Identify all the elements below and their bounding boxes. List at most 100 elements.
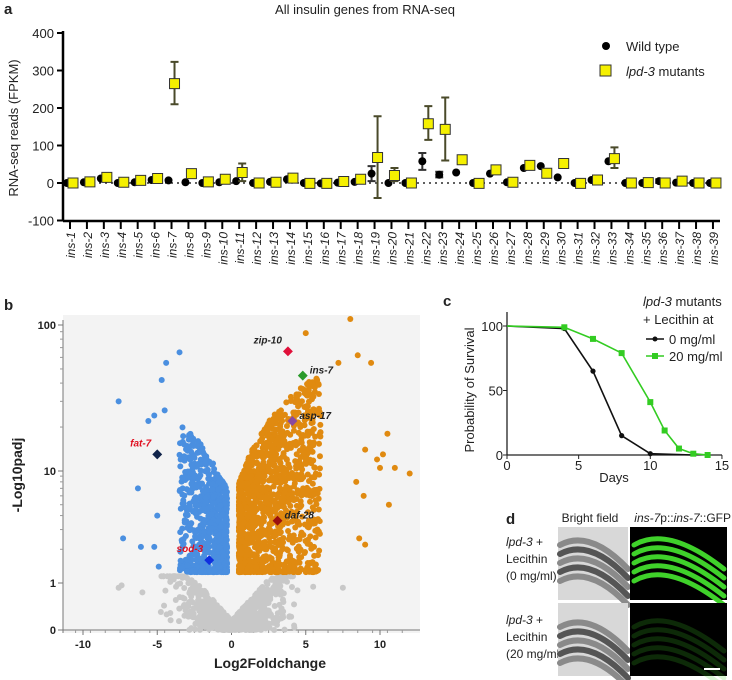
down-point xyxy=(211,567,218,574)
ns-point xyxy=(180,603,187,610)
x-tick-label: ins-22 xyxy=(419,232,433,265)
x-tick-label: ins-10 xyxy=(216,232,230,265)
down-point xyxy=(194,460,201,467)
x-tick-label: ins-37 xyxy=(673,231,687,265)
down-point xyxy=(181,517,188,524)
mutant-point xyxy=(152,173,164,184)
mutant-point xyxy=(338,176,350,187)
down-point xyxy=(221,531,228,538)
chart-c-xlabel: Days xyxy=(599,470,629,485)
up-point xyxy=(315,516,322,523)
chart-a-legend: Wild type lpd-3 mutants xyxy=(599,39,705,79)
down-point xyxy=(196,555,203,562)
up-point xyxy=(379,451,386,458)
up-point xyxy=(297,565,304,572)
down-point xyxy=(182,468,189,475)
mutant-point xyxy=(101,171,113,183)
survival-point xyxy=(661,427,668,434)
mutant-point xyxy=(575,177,587,189)
up-point xyxy=(307,560,314,567)
panel-label-d: d xyxy=(506,511,515,528)
down-point xyxy=(197,472,204,479)
worm-shape xyxy=(557,628,631,663)
highlighted-gene-marker xyxy=(204,555,215,566)
up-point xyxy=(280,568,287,575)
up-point xyxy=(304,509,311,516)
up-point xyxy=(256,547,263,554)
x-tick-label: -5 xyxy=(152,639,162,651)
up-point xyxy=(284,547,291,554)
up-point xyxy=(299,466,306,473)
wt-point xyxy=(418,157,427,166)
up-point xyxy=(244,565,251,572)
up-point xyxy=(239,521,246,528)
up-point xyxy=(283,422,290,429)
up-point xyxy=(240,496,247,503)
down-point xyxy=(205,539,212,546)
down-point xyxy=(205,470,212,477)
up-point xyxy=(283,456,290,463)
legend-c-title: lpd-3 mutants xyxy=(643,294,722,309)
up-point xyxy=(302,458,309,465)
up-point xyxy=(253,563,260,570)
ns-point xyxy=(222,624,229,631)
x-tick-label: 10 xyxy=(643,458,657,473)
x-tick-label: ins-4 xyxy=(115,232,129,258)
up-point xyxy=(294,490,301,497)
worm-shape xyxy=(557,573,631,608)
up-point xyxy=(263,506,270,513)
up-point xyxy=(309,391,316,398)
y-tick-label: 50 xyxy=(489,384,503,399)
legend-c-1-label: 20 mg/ml xyxy=(669,349,723,364)
mutant-point xyxy=(592,174,604,186)
up-point xyxy=(305,517,312,524)
up-point xyxy=(280,436,287,443)
up-point xyxy=(264,451,271,458)
down-point xyxy=(219,511,226,518)
up-point xyxy=(354,352,361,359)
up-point xyxy=(286,474,293,481)
mutant-point xyxy=(642,177,654,189)
up-point xyxy=(277,480,284,487)
ns-point xyxy=(202,592,209,599)
up-point xyxy=(238,482,245,489)
down-point xyxy=(191,473,198,480)
down-point xyxy=(187,430,194,437)
up-point xyxy=(313,375,320,382)
up-point xyxy=(269,477,276,484)
survival-point xyxy=(618,350,625,357)
mutant-point xyxy=(287,172,299,184)
down-point xyxy=(183,504,190,511)
highlighted-gene-label: fat-7 xyxy=(130,438,152,449)
up-point xyxy=(360,492,367,499)
up-point xyxy=(285,527,292,534)
ns-point xyxy=(187,586,194,593)
up-point xyxy=(250,512,257,519)
gfp-background xyxy=(630,603,727,676)
x-tick-label: 0 xyxy=(503,458,510,473)
worm-shape xyxy=(557,564,631,599)
up-point xyxy=(307,498,314,505)
highlighted-gene-label: sod-3 xyxy=(177,544,204,555)
up-point xyxy=(282,512,289,519)
up-point xyxy=(280,498,287,505)
mutant-point xyxy=(304,177,316,189)
mutant-point xyxy=(236,167,248,178)
up-point xyxy=(277,510,284,517)
survival-point xyxy=(561,324,568,331)
up-point xyxy=(286,440,293,447)
up-point xyxy=(385,501,392,508)
down-point xyxy=(182,511,189,518)
ns-point xyxy=(191,579,198,586)
down-point xyxy=(179,500,186,507)
mutant-point xyxy=(202,176,214,188)
up-point xyxy=(253,442,260,449)
gfp-worm-signal xyxy=(631,563,727,599)
up-point xyxy=(268,555,275,562)
ns-point xyxy=(184,612,191,619)
ns-point xyxy=(179,594,186,601)
ns-point xyxy=(253,604,260,611)
ns-point xyxy=(167,617,174,624)
up-point xyxy=(293,463,300,470)
